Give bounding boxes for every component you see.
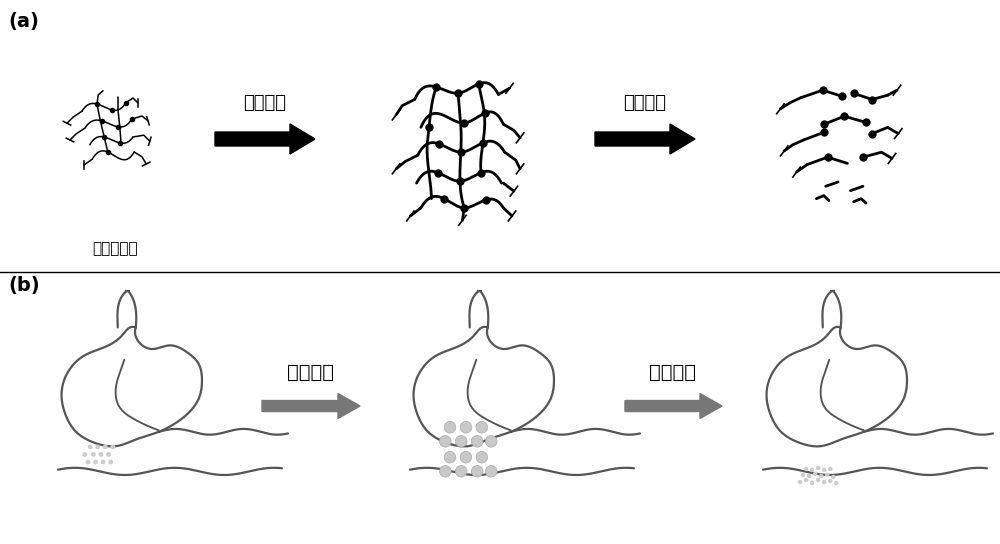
Circle shape xyxy=(471,466,483,477)
Circle shape xyxy=(108,460,113,465)
Circle shape xyxy=(106,452,111,457)
Text: 胃内溶胀: 胃内溶胀 xyxy=(288,363,334,382)
Circle shape xyxy=(455,436,467,447)
Circle shape xyxy=(801,473,805,477)
Circle shape xyxy=(460,422,472,433)
FancyArrow shape xyxy=(595,124,695,154)
Circle shape xyxy=(93,460,98,465)
Circle shape xyxy=(476,422,488,433)
Circle shape xyxy=(101,460,105,465)
Circle shape xyxy=(88,444,93,449)
Circle shape xyxy=(460,452,472,463)
Circle shape xyxy=(95,444,100,449)
Circle shape xyxy=(91,452,96,457)
Circle shape xyxy=(455,466,467,477)
Text: (a): (a) xyxy=(8,12,39,31)
Circle shape xyxy=(82,452,87,457)
Circle shape xyxy=(834,481,839,485)
Circle shape xyxy=(798,480,802,484)
Circle shape xyxy=(440,436,451,447)
Circle shape xyxy=(86,460,90,465)
Circle shape xyxy=(828,479,832,483)
Circle shape xyxy=(831,475,835,479)
Circle shape xyxy=(444,452,456,463)
Circle shape xyxy=(807,474,811,478)
Text: (b): (b) xyxy=(8,276,40,295)
Circle shape xyxy=(819,474,823,478)
Circle shape xyxy=(485,436,497,447)
Circle shape xyxy=(471,436,483,447)
Text: 肠内降解: 肠内降解 xyxy=(650,363,696,382)
Circle shape xyxy=(485,466,497,477)
Circle shape xyxy=(476,452,488,463)
Circle shape xyxy=(804,467,808,471)
Circle shape xyxy=(110,444,115,449)
Circle shape xyxy=(813,472,817,476)
Circle shape xyxy=(99,452,103,457)
FancyArrow shape xyxy=(215,124,315,154)
Circle shape xyxy=(440,466,451,477)
Circle shape xyxy=(828,467,832,471)
Circle shape xyxy=(810,468,814,472)
Circle shape xyxy=(816,466,820,470)
Circle shape xyxy=(822,468,826,472)
FancyArrow shape xyxy=(625,393,722,418)
Circle shape xyxy=(822,480,826,484)
Circle shape xyxy=(804,478,808,482)
Circle shape xyxy=(103,444,108,449)
Circle shape xyxy=(810,481,814,485)
Circle shape xyxy=(444,422,456,433)
Circle shape xyxy=(825,473,829,477)
Text: 模拟肠液: 模拟肠液 xyxy=(624,94,666,112)
Text: 模拟胃液: 模拟胃液 xyxy=(244,94,287,112)
Text: 干凝胶网络: 干凝胶网络 xyxy=(92,241,138,256)
Circle shape xyxy=(816,478,820,482)
FancyArrow shape xyxy=(262,393,360,418)
